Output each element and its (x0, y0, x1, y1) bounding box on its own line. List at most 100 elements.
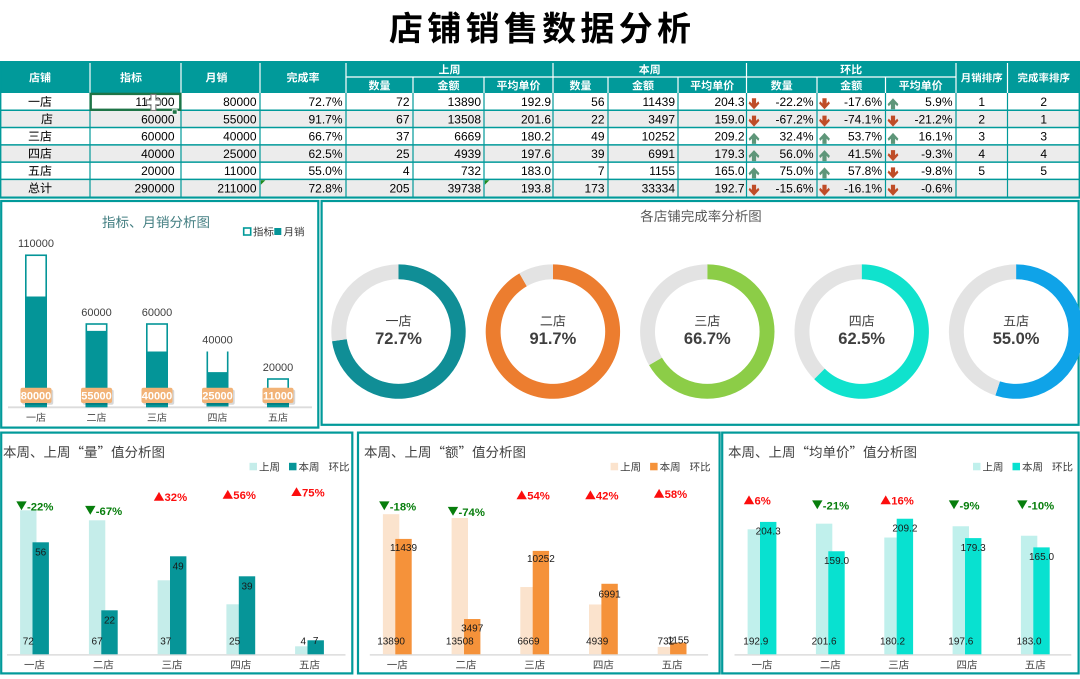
svg-text:173: 173 (584, 181, 604, 195)
svg-text:62.5%: 62.5% (308, 147, 342, 161)
svg-text:66.7%: 66.7% (684, 330, 731, 348)
svg-text:49: 49 (591, 130, 605, 144)
svg-text:-74%: -74% (459, 507, 485, 519)
svg-text:55.0%: 55.0% (993, 330, 1040, 348)
svg-text:732: 732 (461, 164, 481, 178)
svg-text:-17.6%: -17.6% (844, 95, 882, 109)
svg-text:10252: 10252 (527, 554, 555, 565)
svg-text:1155: 1155 (649, 164, 675, 178)
svg-text:6991: 6991 (648, 147, 675, 161)
svg-text:3: 3 (1040, 130, 1047, 144)
svg-text:60000: 60000 (81, 307, 112, 319)
svg-text:56.0%: 56.0% (779, 147, 813, 161)
svg-text:13508: 13508 (446, 637, 474, 648)
svg-text:2: 2 (978, 112, 985, 126)
svg-text:110000: 110000 (18, 238, 54, 250)
svg-text:6991: 6991 (598, 590, 621, 601)
svg-text:4: 4 (403, 164, 410, 178)
svg-text:7: 7 (598, 164, 605, 178)
svg-text:4939: 4939 (586, 637, 609, 648)
svg-text:11000: 11000 (263, 390, 293, 402)
svg-text:732: 732 (658, 637, 675, 648)
svg-text:22: 22 (104, 615, 116, 626)
svg-text:197.6: 197.6 (521, 147, 551, 161)
svg-text:67: 67 (92, 637, 104, 648)
svg-text:42%: 42% (596, 491, 619, 503)
svg-text:53.7%: 53.7% (848, 130, 882, 144)
svg-text:6669: 6669 (454, 130, 481, 144)
svg-text:201.6: 201.6 (812, 637, 837, 648)
svg-text:66.7%: 66.7% (308, 130, 342, 144)
svg-text:75.0%: 75.0% (779, 164, 813, 178)
svg-text:3497: 3497 (648, 112, 675, 126)
svg-text:205: 205 (389, 181, 409, 195)
svg-text:37: 37 (160, 637, 172, 648)
svg-text:5: 5 (1040, 164, 1047, 178)
svg-text:60000: 60000 (142, 307, 173, 319)
svg-text:5.9%: 5.9% (925, 95, 953, 109)
svg-text:55000: 55000 (223, 112, 257, 126)
svg-text:41.5%: 41.5% (848, 147, 882, 161)
svg-text:25: 25 (396, 147, 410, 161)
svg-text:11439: 11439 (390, 543, 418, 554)
svg-text:183.0: 183.0 (521, 164, 551, 178)
svg-text:56: 56 (591, 95, 605, 109)
svg-text:-67.2%: -67.2% (775, 112, 813, 126)
svg-text:-21%: -21% (823, 501, 849, 513)
svg-text:40000: 40000 (202, 335, 233, 347)
svg-text:-9.3%: -9.3% (921, 147, 953, 161)
svg-text:32%: 32% (165, 492, 188, 504)
svg-text:204.3: 204.3 (714, 95, 744, 109)
svg-text:7: 7 (313, 636, 319, 647)
svg-text:-67%: -67% (96, 506, 122, 518)
svg-text:-18%: -18% (390, 502, 416, 514)
svg-text:5: 5 (978, 164, 985, 178)
svg-text:11439: 11439 (643, 95, 676, 109)
svg-text:75%: 75% (302, 487, 325, 499)
svg-text:-22%: -22% (27, 502, 53, 514)
svg-text:72: 72 (396, 95, 410, 109)
svg-text:72: 72 (23, 637, 35, 648)
svg-text:1: 1 (978, 95, 985, 109)
svg-text:192.9: 192.9 (743, 637, 768, 648)
svg-text:13508: 13508 (448, 112, 482, 126)
svg-text:1: 1 (1040, 112, 1047, 126)
svg-text:-15.6%: -15.6% (775, 181, 813, 195)
svg-text:39: 39 (241, 581, 253, 592)
svg-text:55000: 55000 (81, 390, 112, 402)
svg-text:211000: 211000 (217, 181, 256, 195)
svg-text:49: 49 (173, 561, 185, 572)
svg-text:204.3: 204.3 (756, 527, 781, 538)
svg-text:180.2: 180.2 (880, 637, 905, 648)
svg-text:40000: 40000 (141, 147, 175, 161)
svg-text:40000: 40000 (142, 390, 173, 402)
svg-text:25: 25 (229, 637, 241, 648)
svg-text:4: 4 (978, 147, 985, 161)
svg-text:20000: 20000 (141, 164, 175, 178)
svg-text:-0.6%: -0.6% (921, 181, 953, 195)
svg-text:6%: 6% (755, 496, 771, 508)
svg-text:32.4%: 32.4% (779, 130, 813, 144)
svg-text:72.7%: 72.7% (375, 330, 422, 348)
svg-text:209.2: 209.2 (892, 523, 917, 534)
svg-text:56%: 56% (233, 490, 256, 502)
svg-text:1155: 1155 (668, 636, 690, 647)
svg-text:25000: 25000 (223, 147, 257, 161)
svg-text:209.2: 209.2 (714, 130, 744, 144)
svg-text:72.7%: 72.7% (308, 95, 342, 109)
svg-text:60000: 60000 (141, 130, 175, 144)
svg-text:3497: 3497 (461, 624, 484, 635)
svg-text:159.0: 159.0 (824, 556, 849, 567)
svg-text:-21.2%: -21.2% (914, 112, 952, 126)
svg-text:-16.1%: -16.1% (844, 181, 882, 195)
svg-text:39: 39 (591, 147, 605, 161)
svg-text:33334: 33334 (642, 181, 676, 195)
svg-text:91.7%: 91.7% (530, 330, 577, 348)
svg-text:11000: 11000 (224, 164, 257, 178)
svg-text:22: 22 (591, 112, 605, 126)
svg-text:159.0: 159.0 (714, 112, 744, 126)
svg-text:179.3: 179.3 (961, 543, 986, 554)
svg-text:10252: 10252 (642, 130, 676, 144)
svg-text:165.0: 165.0 (714, 164, 744, 178)
svg-text:4: 4 (301, 637, 307, 648)
